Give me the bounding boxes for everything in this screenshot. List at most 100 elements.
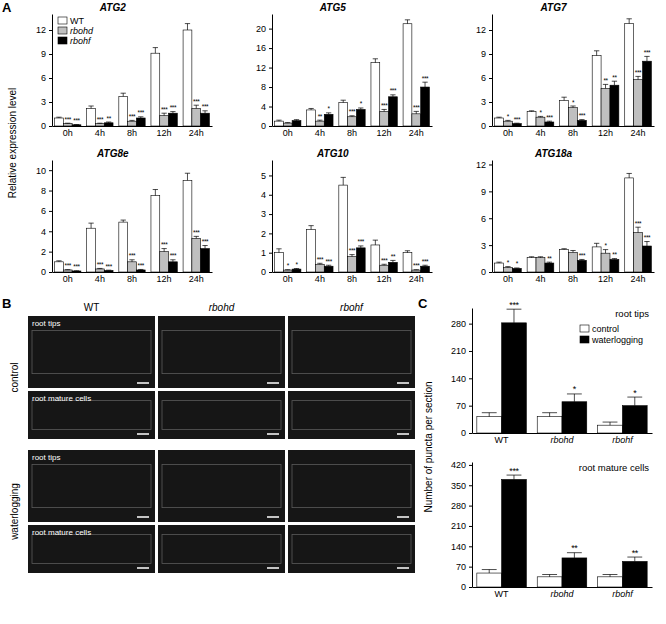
bar [356,109,365,126]
error-bar [349,115,354,117]
tick-label: 8h [568,274,578,284]
tick-label: 24h [189,274,204,284]
tick-mark [49,102,52,103]
bar [348,257,357,272]
significance: * [573,384,577,394]
tick-mark [269,68,272,69]
axis-line [493,272,655,273]
bar [201,249,210,272]
bar [412,270,421,272]
x-axis: 0h4h8h12h24h [273,273,433,285]
micrograph-tissue [162,464,281,507]
significance: *** [65,116,72,123]
y-tick: 12 [476,160,492,170]
tick-mark [269,233,272,234]
error-bar-stem [416,111,417,113]
significance: * [295,261,298,268]
bar [192,238,201,272]
column-header: rbohd [209,302,235,313]
error-bar-cap [74,124,79,125]
significance: *** [105,263,112,270]
region-label: root mature cells [32,394,91,403]
error-bar-cap [74,270,79,271]
y-tick: 280 [451,501,472,511]
error-bar [514,267,519,268]
micrograph-tissue [32,330,151,373]
error-bar-cap [594,243,599,244]
bar [592,247,601,272]
bar [292,269,301,272]
x-tick: 8h [568,274,578,284]
error-bar-cap [341,177,346,178]
tick-mark [469,324,472,325]
error-bar [341,100,346,102]
error-bar [153,48,158,54]
micrograph [28,525,155,573]
y-tick: 5 [261,171,272,181]
tick-label: 0h [503,128,513,138]
bar [477,417,502,433]
x-axis: 0h4h8h12h24h [493,273,655,285]
scale-bar [267,567,279,569]
bar [625,24,634,126]
error-bar-stem [187,24,188,30]
y-tick: 70 [456,562,472,572]
error-bar [514,123,519,124]
error-bar [542,575,557,577]
significance: *** [161,106,168,113]
tick-label: 10 [36,166,46,176]
error-bar-cap [202,245,207,246]
legend-swatch [580,336,589,343]
error-bar-cap [627,173,632,174]
error-bar-stem [564,97,565,100]
legend-label: rbohd [70,26,94,36]
error-bar [612,258,617,260]
error-bar-stem [610,422,611,425]
tick-label: 9 [481,187,486,197]
tick-mark [469,485,472,486]
error-bar [538,256,543,258]
tick-label: 24h [189,128,204,138]
tick-label: 0h [283,274,293,284]
x-tick: 12h [157,274,172,284]
bar [136,118,145,126]
error-bar-cap [547,262,552,263]
error-bar-stem [91,223,92,228]
axis-line [473,587,653,588]
x-tick: WT [495,589,509,599]
legend-label: waterlogging [591,335,643,345]
legend-swatch [58,17,67,24]
y-tick: 0 [41,267,52,277]
significance: *** [349,247,356,254]
tick-mark [489,191,492,192]
error-bar-cap [505,266,510,267]
x-axis: WTrbohdrbohf [473,434,653,446]
error-bar [627,557,642,561]
significance: * [539,109,542,116]
significance: * [507,259,510,266]
bar [545,263,554,272]
bar [601,88,610,126]
error-bar-cap [381,109,386,110]
bar [622,561,647,587]
bar [55,262,64,272]
error-bar [644,242,649,246]
error-bar [285,122,290,123]
micrograph [158,525,285,573]
error-bar [138,117,143,118]
error-bar-cap [202,110,207,111]
error-bar [121,93,126,96]
axis-line [272,15,273,127]
significance: *** [546,114,553,121]
significance: * [633,388,637,398]
error-bar [567,394,582,402]
plot-marks [477,309,647,433]
error-bar-cap [414,111,419,112]
error-bar [65,123,70,124]
chart: *****************************0369120h4h8… [36,2,213,138]
error-bar-cap [414,269,419,270]
plot-marks [495,173,652,272]
tick-mark [269,272,272,273]
error-bar-cap [570,106,575,107]
scale-bar [267,382,279,384]
